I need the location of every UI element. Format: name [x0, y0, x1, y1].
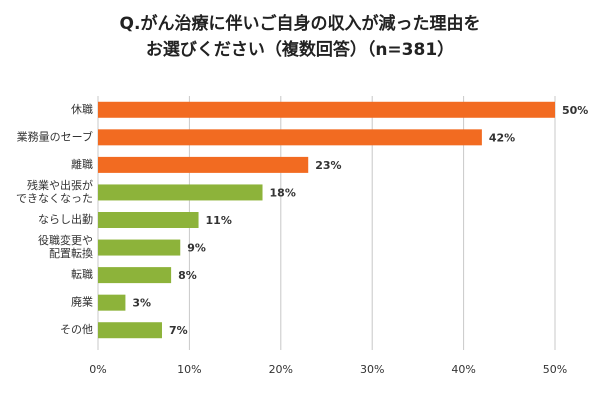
- bar: [98, 212, 199, 228]
- value-label: 42%: [489, 131, 515, 144]
- x-tick-label: 50%: [543, 363, 567, 376]
- bar: [98, 184, 263, 201]
- y-tick-label: 業務量のセーブ: [17, 129, 93, 143]
- y-tick-label: ならし出勤: [38, 212, 93, 226]
- value-label: 3%: [132, 297, 151, 310]
- value-label: 50%: [562, 104, 588, 117]
- bar: [98, 156, 309, 173]
- value-label: 23%: [315, 159, 341, 172]
- y-tick-label: 役職変更や配置転換: [38, 233, 93, 260]
- value-label: 7%: [169, 324, 188, 337]
- y-tick-label: 残業や出張ができなくなった: [16, 178, 93, 205]
- value-label: 9%: [187, 242, 206, 255]
- chart-title: お選びください（複数回答）（n=381）: [146, 39, 454, 60]
- chart-title: Q.がん治療に伴いご自身の収入が減った理由を: [120, 13, 481, 34]
- y-tick-label: 離職: [71, 157, 93, 171]
- x-tick-label: 40%: [451, 363, 475, 376]
- bar: [98, 101, 555, 118]
- bar: [98, 294, 126, 311]
- value-label: 8%: [178, 269, 197, 282]
- x-tick-label: 0%: [89, 363, 106, 376]
- y-tick-label: 廃業: [71, 295, 93, 309]
- value-label: 18%: [270, 186, 296, 199]
- bar: [98, 239, 181, 256]
- bar: [98, 322, 162, 339]
- bar: [98, 267, 172, 284]
- y-tick-label: 転職: [71, 268, 93, 281]
- y-tick-label: その他: [60, 323, 93, 336]
- x-tick-label: 30%: [360, 363, 384, 376]
- y-tick-label: 休職: [71, 103, 93, 116]
- x-tick-label: 10%: [177, 363, 201, 376]
- x-tick-label: 20%: [269, 363, 293, 376]
- value-label: 11%: [206, 214, 232, 227]
- bar: [98, 129, 482, 146]
